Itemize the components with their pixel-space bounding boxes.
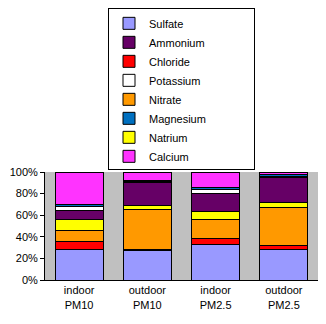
- svg-text:60%: 60%: [16, 209, 38, 221]
- svg-text:0%: 0%: [22, 274, 38, 286]
- svg-text:20%: 20%: [16, 252, 38, 264]
- svg-text:40%: 40%: [16, 231, 38, 243]
- svg-text:Nitrate: Nitrate: [149, 94, 181, 106]
- svg-text:Chloride: Chloride: [149, 56, 190, 68]
- svg-text:Natrium: Natrium: [149, 132, 188, 144]
- svg-text:Potassium: Potassium: [149, 75, 200, 87]
- svg-text:Magnesium: Magnesium: [149, 113, 206, 125]
- svg-text:indoorPM2.5: indoorPM2.5: [200, 284, 232, 310]
- svg-text:outdoorPM2.5: outdoorPM2.5: [265, 284, 303, 310]
- svg-text:Ammonium: Ammonium: [149, 37, 205, 49]
- svg-text:Calcium: Calcium: [149, 151, 189, 163]
- svg-text:100%: 100%: [10, 166, 38, 178]
- svg-text:indoorPM10: indoorPM10: [64, 284, 95, 310]
- svg-text:80%: 80%: [16, 187, 38, 199]
- svg-text:outdoorPM10: outdoorPM10: [129, 284, 167, 310]
- svg-text:Sulfate: Sulfate: [149, 18, 183, 30]
